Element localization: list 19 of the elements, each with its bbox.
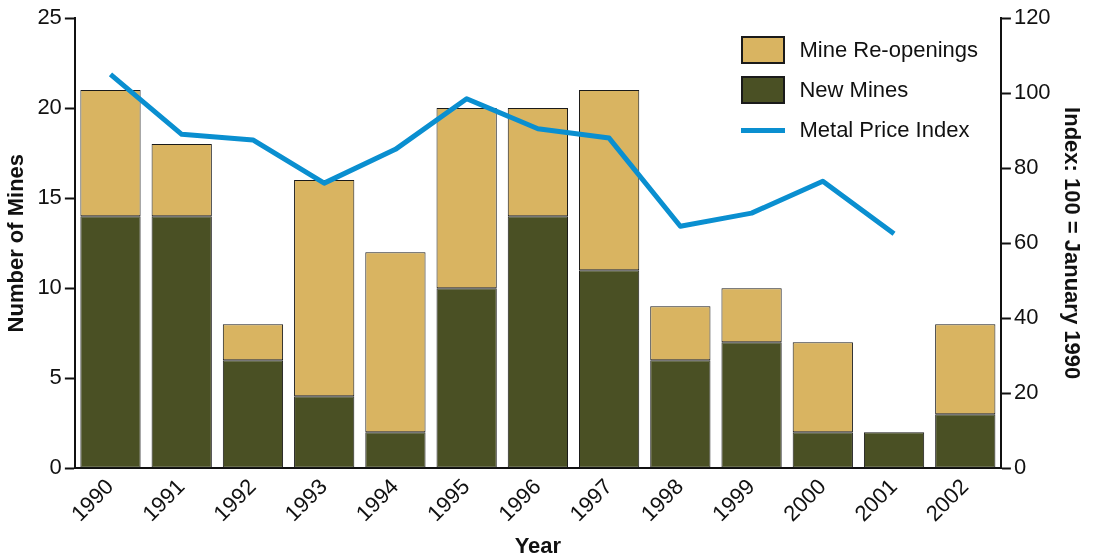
y2-tick-label: 60 xyxy=(1013,229,1039,255)
y-axis-title: Number of Mines xyxy=(3,153,29,333)
y2-tick-label: 100 xyxy=(1013,79,1051,105)
y-tick-label: 0 xyxy=(49,454,62,480)
y2-tick-label: 0 xyxy=(1013,454,1027,480)
y2-axis-title: Index: 100 = January 1990 xyxy=(1059,107,1085,380)
y-tick-label: 15 xyxy=(37,184,62,210)
y2-tick-label: 40 xyxy=(1013,304,1039,330)
x-axis-title: Year xyxy=(514,532,562,558)
y2-tick-label: 20 xyxy=(1013,379,1039,405)
y-tick-label: 20 xyxy=(37,94,62,120)
legend-label: Mine Re-openings xyxy=(799,37,978,63)
legend-label: Metal Price Index xyxy=(799,117,970,143)
y-tick-label: 5 xyxy=(49,364,62,390)
y2-tick-label: 80 xyxy=(1013,154,1039,180)
y-tick-label: 10 xyxy=(37,274,62,300)
y-tick-label: 25 xyxy=(37,4,62,30)
legend-label: New Mines xyxy=(799,77,909,103)
y2-tick-label: 120 xyxy=(1013,4,1051,30)
